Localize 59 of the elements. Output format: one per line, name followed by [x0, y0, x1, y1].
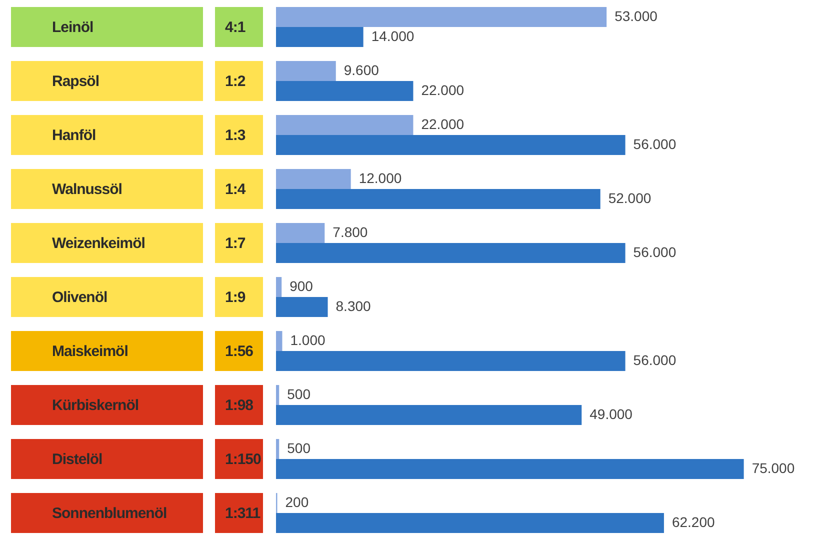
data-label: 22.000 — [421, 82, 464, 98]
bar — [276, 81, 414, 101]
label-tag: Rapsöl — [11, 61, 203, 101]
data-label: 56.000 — [633, 136, 676, 152]
bar — [276, 405, 582, 425]
label-tag: Sonnenblumenöl — [11, 493, 203, 533]
data-label: 500 — [287, 386, 311, 402]
data-label: 12.000 — [358, 170, 402, 186]
label-tag: Olivenöl — [11, 277, 203, 317]
data-label: 7.800 — [332, 224, 368, 240]
ratio-tag: 1:4 — [215, 169, 263, 209]
bar — [276, 351, 626, 371]
data-label: 62.200 — [672, 514, 716, 530]
data-label: 8.300 — [336, 298, 372, 314]
bar — [276, 135, 626, 155]
label-tag: Walnussöl — [11, 169, 203, 209]
ratio-tag: 1:98 — [215, 385, 263, 425]
bar — [276, 27, 364, 47]
ratio-tag: 1:311 — [215, 493, 263, 533]
bar — [276, 223, 325, 243]
ratio-tag: 1:2 — [215, 61, 263, 101]
bar — [276, 189, 600, 209]
data-label: 56.000 — [633, 244, 676, 260]
data-label: 49.000 — [590, 406, 633, 422]
data-label: 1.000 — [290, 332, 326, 348]
ratio-tag: 1:7 — [215, 223, 263, 263]
bar — [276, 331, 282, 351]
bar — [276, 115, 414, 135]
data-label: 200 — [285, 494, 309, 510]
data-label: 500 — [287, 440, 311, 456]
bar — [276, 277, 282, 297]
data-label: 900 — [290, 278, 314, 294]
ratio-tag: 1:56 — [215, 331, 263, 371]
bar — [276, 243, 626, 263]
bar — [276, 297, 328, 317]
label-tag: Weizenkeimöl — [11, 223, 203, 263]
bar — [276, 459, 744, 479]
ratio-tag: 1:9 — [215, 277, 263, 317]
label-tag: Kürbiskernöl — [11, 385, 203, 425]
data-label: 53.000 — [614, 8, 658, 24]
data-label: 56.000 — [633, 352, 676, 368]
label-tag: Leinöl — [11, 7, 203, 47]
label-tag: Distelöl — [11, 439, 203, 479]
data-label: 14.000 — [371, 28, 414, 44]
data-label: 9.600 — [344, 62, 380, 78]
ratio-tag: 4:1 — [215, 7, 263, 47]
bar — [276, 439, 280, 459]
data-label: 52.000 — [608, 190, 652, 206]
bar — [276, 385, 280, 405]
bar — [276, 513, 664, 533]
data-label: 22.000 — [421, 116, 464, 132]
data-label: 75.000 — [752, 460, 795, 476]
ratio-tag: 1:150 — [215, 439, 263, 479]
ratio-tag: 1:3 — [215, 115, 263, 155]
bar — [276, 169, 351, 189]
bar — [276, 61, 336, 81]
label-tag: Maiskeimöl — [11, 331, 203, 371]
label-tag: Hanföl — [11, 115, 203, 155]
bar — [276, 7, 607, 27]
